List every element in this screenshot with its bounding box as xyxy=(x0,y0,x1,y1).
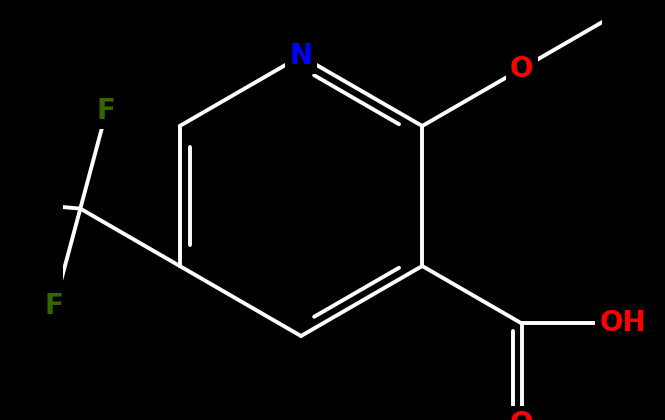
Text: O: O xyxy=(510,410,533,420)
Text: O: O xyxy=(510,55,533,83)
Text: F: F xyxy=(97,97,116,125)
Text: OH: OH xyxy=(599,310,646,337)
Text: N: N xyxy=(289,42,313,70)
Text: F: F xyxy=(45,292,64,320)
